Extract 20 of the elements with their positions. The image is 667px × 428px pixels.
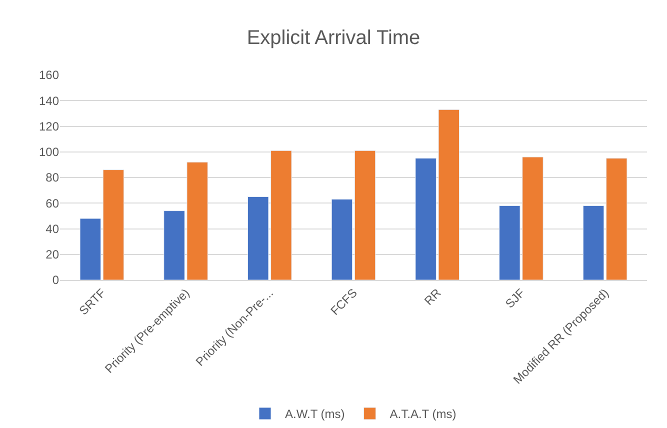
y-tick-label: 80 [46, 170, 60, 185]
y-tick-label: 160 [38, 68, 60, 82]
bar [80, 218, 102, 280]
bar [606, 158, 628, 280]
y-tick-label: 120 [38, 119, 60, 134]
bar [102, 170, 124, 280]
bar [582, 205, 604, 280]
legend-label: A.T.A.T (ms) [390, 407, 456, 422]
y-tick-label: 100 [38, 145, 60, 160]
chart-title: Explicit Arrival Time [246, 26, 420, 49]
x-tick-label: RR [422, 286, 444, 308]
legend-label: A.W.T (ms) [285, 407, 345, 422]
y-tick-label: 140 [38, 94, 60, 108]
x-tick-label: SJF [502, 286, 528, 311]
bar [331, 199, 353, 280]
y-tick-label: 60 [46, 196, 60, 210]
y-tick-label: 40 [46, 222, 60, 236]
bar [354, 150, 376, 280]
y-tick-label: 0 [52, 273, 60, 288]
y-tick-label: 20 [46, 248, 60, 262]
